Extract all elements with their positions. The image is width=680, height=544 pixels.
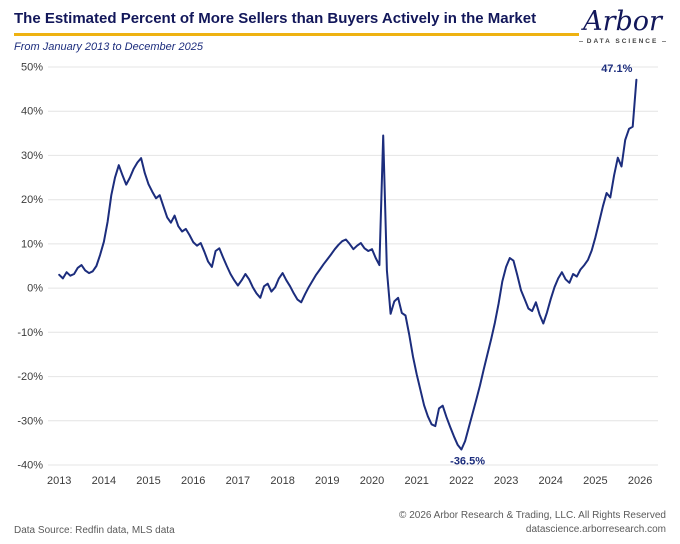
page-subtitle: From January 2013 to December 2025	[14, 41, 203, 53]
annotation-label: 47.1%	[601, 63, 632, 75]
annotation-label: -36.5%	[450, 456, 485, 468]
x-tick-label: 2014	[92, 475, 116, 487]
x-tick-label: 2018	[270, 475, 294, 487]
website-link: datascience.arborresearch.com	[525, 523, 666, 535]
copyright-note: © 2026 Arbor Research & Trading, LLC. Al…	[399, 510, 666, 521]
y-tick-label: 40%	[21, 106, 43, 118]
logo-tagline-text: DATA SCIENCE	[586, 38, 659, 45]
x-tick-label: 2024	[538, 475, 562, 487]
chart-area: -40% -30% -20% -10% 0% 10% 20% 30% 40% 50% 2013 201…	[12, 53, 668, 509]
x-tick-label: 2021	[404, 475, 428, 487]
y-tick-label: -10%	[17, 327, 43, 339]
y-tick-label: 10%	[21, 238, 43, 250]
data-source-note: Data Source: Redfin data, MLS data	[14, 525, 175, 536]
x-tick-label: 2016	[181, 475, 205, 487]
page-title: The Estimated Percent of More Sellers th…	[14, 10, 537, 27]
header: The Estimated Percent of More Sellers th…	[12, 8, 668, 53]
title-block: The Estimated Percent of More Sellers th…	[14, 10, 580, 53]
x-tick-label: 2022	[449, 475, 473, 487]
arbor-logo: Arbor DATA SCIENCE	[579, 8, 666, 45]
y-tick-label: 20%	[21, 194, 43, 206]
x-tick-label: 2015	[136, 475, 160, 487]
series-line	[58, 78, 638, 451]
y-tick-label: 30%	[21, 150, 43, 162]
logo-tagline: DATA SCIENCE	[579, 38, 666, 45]
title-underline	[14, 33, 580, 36]
footer-right: © 2026 Arbor Research & Trading, LLC. Al…	[399, 509, 666, 536]
x-tick-label: 2017	[226, 475, 250, 487]
x-tick-label: 2023	[494, 475, 518, 487]
line-chart: -40% -30% -20% -10% 0% 10% 20% 30% 40% 50% 2013 201…	[17, 62, 658, 487]
y-tick-label: -40%	[17, 460, 43, 472]
x-tick-label: 2020	[360, 475, 384, 487]
logo-wordmark: Arbor	[583, 6, 662, 37]
y-tick-label: 50%	[21, 62, 43, 74]
y-tick-label: -30%	[17, 415, 43, 427]
x-tick-label: 2025	[583, 475, 607, 487]
x-tick-label: 2019	[315, 475, 339, 487]
x-tick-label: 2013	[47, 475, 71, 487]
y-tick-label: 0%	[27, 283, 43, 295]
x-tick-label: 2026	[628, 475, 652, 487]
y-tick-label: -20%	[17, 371, 43, 383]
footer: Data Source: Redfin data, MLS data © 202…	[12, 509, 668, 538]
